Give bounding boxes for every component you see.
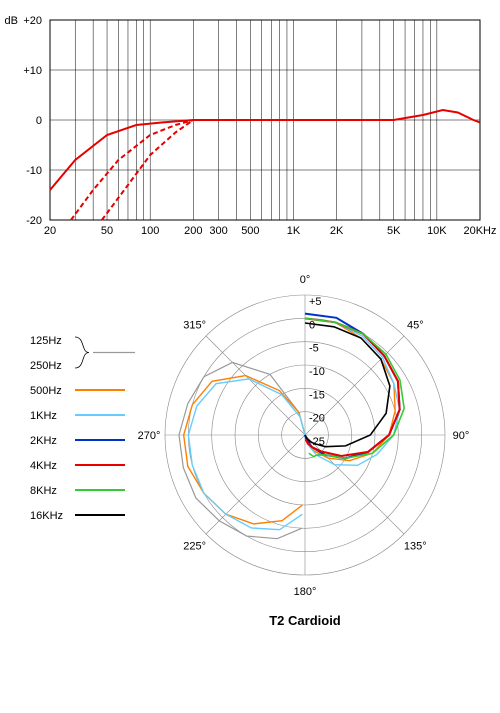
svg-text:20KHz: 20KHz	[463, 225, 496, 237]
freq-series	[50, 110, 480, 190]
svg-text:500: 500	[241, 225, 259, 237]
svg-text:45°: 45°	[407, 320, 424, 332]
svg-text:+5: +5	[309, 296, 322, 308]
svg-text:270°: 270°	[138, 430, 161, 442]
polar-series	[305, 323, 390, 447]
legend-label: 16KHz	[30, 510, 63, 522]
svg-text:50: 50	[101, 225, 113, 237]
svg-text:1K: 1K	[287, 225, 301, 237]
svg-text:200: 200	[184, 225, 202, 237]
legend-label: 250Hz	[30, 360, 62, 372]
svg-text:225°: 225°	[183, 540, 206, 552]
polar-caption: T2 Cardioid	[269, 613, 341, 628]
svg-text:10K: 10K	[427, 225, 447, 237]
legend-label: 2KHz	[30, 435, 57, 447]
svg-text:0: 0	[36, 115, 42, 127]
svg-text:-5: -5	[309, 343, 319, 355]
svg-text:20: 20	[44, 225, 56, 237]
figure: -20 -10 0 +10 +20 dB 20 50 100 200 300 500 1K 2K 5K 10K…	[0, 0, 500, 708]
svg-text:135°: 135°	[404, 540, 427, 552]
legend-label: 1KHz	[30, 410, 57, 422]
svg-text:315°: 315°	[183, 320, 206, 332]
svg-text:180°: 180°	[294, 586, 317, 598]
legend-bracket	[75, 337, 89, 368]
svg-text:+20: +20	[23, 15, 42, 27]
svg-text:dB: dB	[5, 15, 18, 27]
legend-label: 500Hz	[30, 385, 62, 397]
svg-text:5K: 5K	[387, 225, 401, 237]
legend-label: 8KHz	[30, 485, 57, 497]
svg-text:-20: -20	[26, 215, 42, 227]
legend-label: 125Hz	[30, 335, 62, 347]
svg-text:0: 0	[309, 319, 315, 331]
svg-text:0°: 0°	[300, 274, 311, 286]
svg-text:+10: +10	[23, 65, 42, 77]
svg-text:100: 100	[141, 225, 159, 237]
legend: 125Hz 250Hz 500Hz 1KHz 2KHz 4KHz 8KHz 16KHz	[30, 335, 135, 522]
freq-response-chart: -20 -10 0 +10 +20 dB 20 50 100 200 300 500 1K 2K 5K 10K…	[5, 15, 497, 237]
svg-text:90°: 90°	[453, 430, 470, 442]
svg-text:-10: -10	[309, 366, 325, 378]
svg-text:300: 300	[209, 225, 227, 237]
svg-text:-10: -10	[26, 165, 42, 177]
polar-chart: +50-5-10-15-20-250°45°90°135°180°225°270…	[138, 274, 470, 628]
legend-label: 4KHz	[30, 460, 57, 472]
svg-text:-15: -15	[309, 389, 325, 401]
svg-text:2K: 2K	[330, 225, 344, 237]
